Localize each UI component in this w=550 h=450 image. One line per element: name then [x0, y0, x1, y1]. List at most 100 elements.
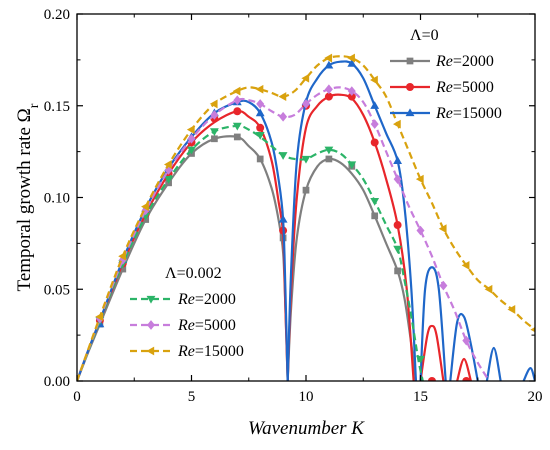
y-tick-label-1: 0.05	[44, 282, 70, 298]
series-3-point-3	[164, 176, 174, 184]
plot-series-layer	[77, 53, 535, 381]
series-2-curve-4	[485, 346, 502, 381]
series-5-point-5	[209, 99, 218, 109]
series-4-point-3	[164, 165, 173, 175]
series-4-point-5	[210, 110, 219, 120]
series-4-point-12	[370, 119, 379, 129]
series-4-point-7	[256, 99, 265, 109]
series-3-point-5	[209, 128, 219, 137]
series-1-point-7	[256, 123, 265, 132]
legend-0-entry-2-marker	[405, 108, 415, 117]
series-5-point-14	[415, 174, 424, 184]
series-5-point-16	[461, 260, 470, 270]
legend-1-entry-1-marker	[147, 320, 155, 330]
y-axis-title: Temporal growth rate Ωr	[14, 103, 42, 291]
series-1-point-13	[393, 221, 402, 230]
series-4-point-9	[302, 99, 310, 109]
series-2-point-13	[393, 156, 403, 164]
legend-0-title: Λ=0	[410, 27, 439, 44]
y-axis-title-group: Temporal growth rate Ωr	[14, 103, 42, 291]
series-5-point-9	[301, 73, 310, 83]
series-1-point-10	[324, 92, 333, 101]
series-2-point-7	[255, 108, 265, 117]
series-5-point-11	[347, 53, 355, 63]
series-1-point-15	[462, 377, 471, 381]
y-tick-label-4: 0.20	[44, 7, 70, 23]
y-tick-label-0: 0.00	[44, 374, 70, 390]
series-5-point-15	[438, 224, 447, 234]
series-5-point-10	[324, 53, 333, 63]
series-3-point-13	[393, 245, 403, 254]
legend-0: Λ=0 Re=2000 Re=5000 Re=15000	[390, 27, 502, 122]
legend-1-entry-0-label: Re=2000	[177, 291, 236, 308]
series-2-curve-5	[522, 367, 535, 381]
series-3-point-7	[255, 131, 265, 140]
x-tick-label-2: 10	[299, 389, 314, 405]
x-tick-label-3: 15	[413, 389, 428, 405]
series-3-point-12	[370, 198, 380, 206]
series-5-point-17	[484, 284, 493, 294]
series-1-curve-1	[286, 93, 415, 381]
series-3-point-9	[301, 155, 311, 164]
series-0-point-10	[325, 155, 333, 163]
series-3-point-14	[416, 355, 425, 364]
y-tick-label-3: 0.15	[44, 99, 70, 115]
series-2-point-10	[324, 60, 334, 69]
series-3-point-10	[324, 146, 334, 155]
series-2-curve-0	[77, 99, 289, 381]
series-2-curve-2	[419, 266, 447, 381]
series-3-point-11	[347, 161, 357, 170]
series-5-point-6	[232, 86, 241, 96]
legend-1: Λ=0.002 Re=2000 Re=5000 Re=15000	[130, 265, 244, 360]
legend-0-entry-2-label: Re=15000	[435, 105, 502, 122]
legend-1-entry-1-label: Re=5000	[177, 317, 236, 334]
series-2-point-8	[278, 214, 288, 223]
series-0-point-13	[394, 267, 401, 275]
series-5-curve-0	[77, 55, 535, 381]
series-3-point-4	[187, 146, 196, 155]
series-4-point-8	[279, 111, 288, 122]
legend-layer: Λ=0 Re=2000 Re=5000 Re=15000 Λ=0.002 Re=2000 R…	[130, 27, 502, 360]
legend-1-entry-0-marker	[146, 295, 156, 304]
series-3-point-6	[232, 122, 242, 131]
y-tick-label-2: 0.10	[44, 191, 70, 207]
series-1-curve-2	[419, 324, 445, 381]
series-4-point-15	[439, 280, 448, 291]
series-2-point-12	[370, 101, 380, 109]
series-4-point-13	[393, 174, 402, 184]
series-2-point-11	[347, 58, 357, 67]
series-5-point-7	[255, 84, 264, 94]
legend-0-entry-0-marker	[406, 57, 414, 65]
legend-0-entry-1-label: Re=5000	[435, 79, 494, 96]
x-tick-label-4: 20	[528, 389, 543, 405]
series-0-point-1	[119, 265, 127, 273]
series-0-point-5	[211, 135, 218, 143]
series-5	[77, 53, 535, 381]
series-1-point-12	[370, 138, 379, 147]
series-5-point-2	[141, 202, 149, 212]
series-4-point-4	[187, 133, 196, 144]
series-4-point-14	[416, 225, 425, 236]
series-5-point-3	[163, 160, 172, 169]
legend-0-entry-0-label: Re=2000	[435, 53, 494, 70]
x-tick-label-1: 5	[188, 389, 196, 405]
legend-1-title: Λ=0.002	[165, 265, 222, 282]
series-3-point-8	[278, 152, 288, 160]
series-0-point-6	[233, 133, 241, 141]
series-4-point-6	[233, 95, 242, 106]
x-tick-label-0: 0	[73, 389, 81, 405]
series-5-point-18	[507, 305, 516, 314]
series-0	[77, 133, 418, 381]
series-5-point-0	[95, 312, 104, 322]
series-1-point-14	[427, 377, 436, 381]
series-5-point-12	[370, 75, 378, 85]
axes-layer: 0 5 10 15 20 0.00 0.05 0.10 0.15 0.20 Wavenumber K…	[14, 7, 543, 439]
series-2-curve-3	[449, 312, 479, 381]
series-1-curve-3	[456, 357, 472, 381]
series-1-point-6	[233, 107, 242, 116]
x-axis-title: Wavenumber K	[248, 418, 365, 439]
legend-0-entry-1-marker	[406, 83, 414, 91]
series-0-point-9	[302, 186, 310, 194]
